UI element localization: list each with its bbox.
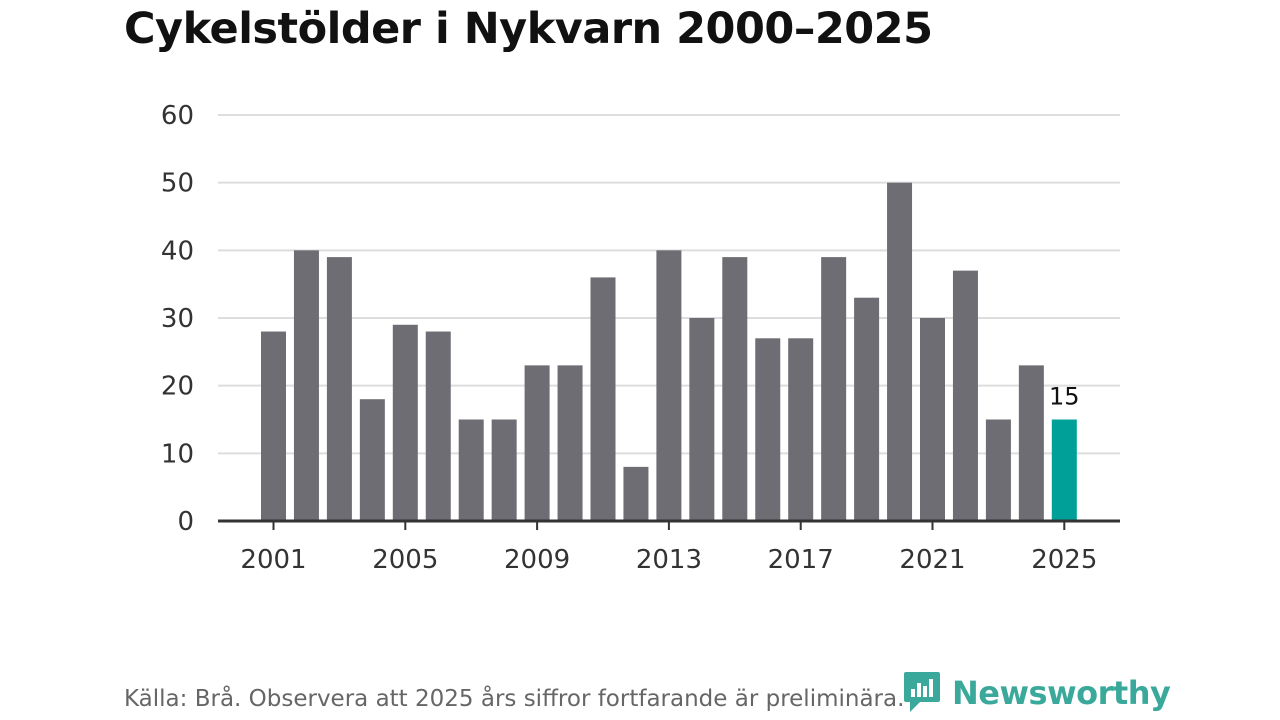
x-tick-label: 2013 — [636, 545, 702, 575]
bar — [689, 318, 715, 521]
y-tick-label: 10 — [161, 439, 194, 469]
bar — [425, 331, 451, 521]
bar — [524, 365, 550, 521]
source-note: Källa: Brå. Observera att 2025 års siffr… — [124, 686, 905, 712]
bar — [359, 399, 385, 521]
bar-highlight — [1051, 419, 1077, 521]
data-label-2025: 15 — [1049, 383, 1080, 411]
bar — [985, 419, 1011, 521]
y-axis-ticks: 0 10 20 30 40 50 60 — [161, 101, 194, 537]
bar — [722, 257, 748, 521]
y-tick-label: 50 — [161, 169, 194, 199]
bar — [854, 297, 880, 521]
bar — [755, 338, 781, 521]
bar — [326, 257, 352, 521]
y-tick-label: 20 — [161, 372, 194, 402]
bar — [458, 419, 484, 521]
y-tick-label: 40 — [161, 236, 194, 266]
x-axis-ticks: 2001 2005 2009 2013 2017 2021 2025 — [240, 521, 1097, 575]
bar — [821, 257, 847, 521]
chart-title: Cykelstölder i Nykvarn 2000–2025 — [124, 4, 933, 54]
newsworthy-logo-text: Newsworthy — [952, 674, 1171, 712]
x-tick-label: 2005 — [372, 545, 438, 575]
newsworthy-logo: Newsworthy — [902, 670, 1171, 716]
y-tick-label: 0 — [177, 507, 194, 537]
bar — [887, 182, 913, 521]
bar — [1018, 365, 1044, 521]
newsworthy-logo-icon — [904, 672, 940, 712]
bar — [590, 277, 616, 521]
bar — [557, 365, 583, 521]
bars — [261, 182, 1077, 522]
bar — [261, 331, 286, 521]
x-tick-label: 2017 — [768, 545, 834, 575]
bar — [392, 324, 418, 521]
bar — [920, 318, 945, 521]
y-tick-label: 60 — [161, 101, 194, 131]
bar — [293, 250, 319, 522]
bar — [623, 466, 649, 521]
bar — [952, 270, 978, 521]
bar — [656, 250, 682, 522]
x-tick-label: 2021 — [899, 545, 965, 575]
bar — [788, 338, 814, 521]
bar — [491, 419, 517, 521]
y-tick-label: 30 — [161, 304, 194, 334]
x-tick-label: 2025 — [1031, 545, 1097, 575]
x-tick-label: 2001 — [240, 545, 306, 575]
x-tick-label: 2009 — [504, 545, 570, 575]
data-labels: 15 — [1049, 383, 1080, 411]
